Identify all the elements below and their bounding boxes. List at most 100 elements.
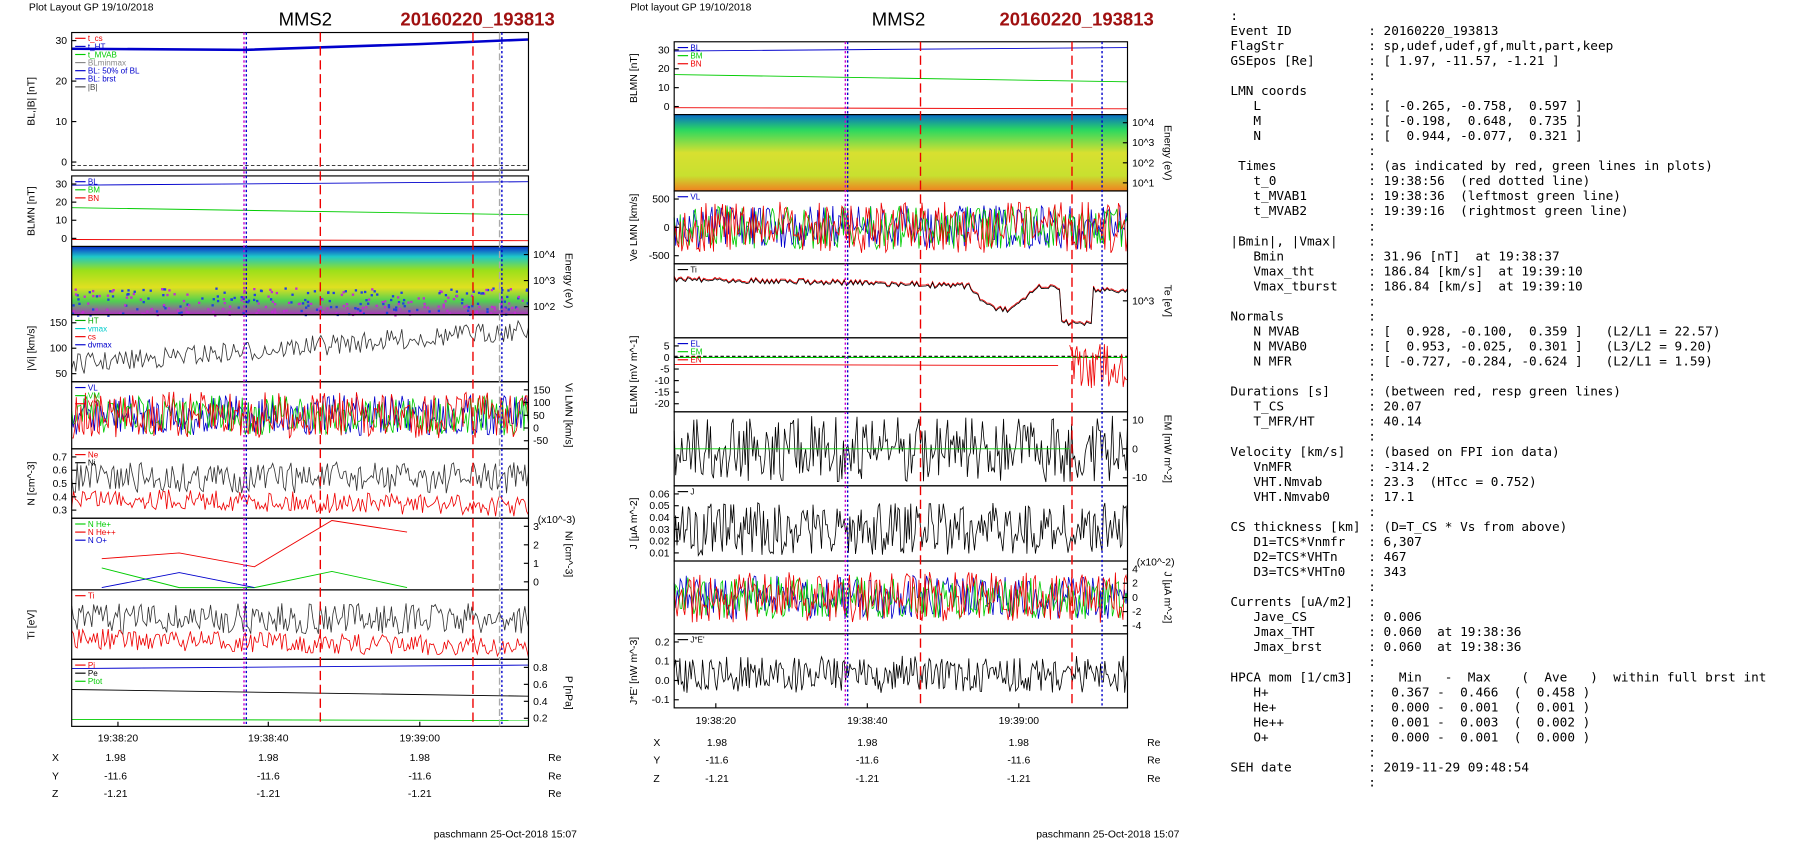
summary-line: H+ : 0.367 - 0.466 ( 0.458 ) — [1230, 684, 1590, 699]
spectrogram-speck — [223, 291, 226, 294]
spectrogram-speck — [500, 298, 504, 301]
summary-line: N MVAB : [ 0.928, -0.100, 0.359 ] (L2/L1… — [1230, 324, 1720, 339]
spectrogram-speck — [481, 292, 485, 295]
summary-line: D2=TCS*VHTn : 467 — [1230, 549, 1406, 564]
trace — [1069, 344, 1128, 389]
spectrogram-speck — [397, 300, 401, 304]
spectrogram-speck — [216, 295, 219, 298]
trace — [71, 628, 529, 658]
panel-frame — [673, 337, 1129, 413]
spectrogram-speck — [319, 306, 322, 309]
ephemeris-value: -1.21 — [855, 774, 879, 785]
plot-header: Plot layout GP 19/10/2018 — [630, 3, 751, 14]
spectrogram-speck — [162, 303, 166, 307]
spectrogram-speck — [87, 302, 90, 305]
spectrogram-speck — [185, 310, 188, 314]
spectrogram-speck — [88, 291, 91, 294]
spectrogram-speck — [313, 290, 317, 293]
y-tick-label: 150 — [50, 318, 68, 329]
summary-line: : — [1230, 744, 1376, 759]
panel-frame — [71, 517, 530, 591]
summary-line: N MVAB0 : [ 0.953, -0.025, 0.301 ] (L3/L… — [1230, 339, 1712, 354]
trace — [71, 718, 529, 722]
summary-line: Velocity [km/s] : (based on FPI ion data… — [1230, 444, 1559, 459]
y-tick-label: 10^4 — [533, 250, 555, 261]
spectrogram-speck — [486, 288, 490, 292]
y-tick-label: 0 — [664, 223, 670, 234]
spectrogram-speck — [446, 309, 449, 312]
spectrogram-speck — [387, 304, 391, 307]
summary-line: : — [1230, 8, 1238, 23]
spectrogram-speck — [394, 314, 397, 317]
spectrogram-speck — [475, 310, 479, 313]
y-tick-label: -4 — [1132, 621, 1141, 632]
spectrogram-speck — [186, 303, 189, 306]
summary-line: D1=TCS*Vnmfr : 6,307 — [1230, 534, 1421, 549]
y-tick-label: 0.01 — [649, 548, 669, 559]
spectrogram-speck — [247, 299, 251, 302]
spectrogram-speck — [455, 290, 459, 293]
spectrogram-speck — [385, 311, 389, 315]
ephemeris-value: -11.6 — [706, 755, 729, 766]
y-tick-label: 100 — [533, 398, 551, 409]
y-tick-label: 10^4 — [1132, 118, 1154, 129]
summary-line: Durations [s] : (between red, resp green… — [1230, 384, 1621, 399]
spectrogram-speck — [516, 307, 519, 310]
panel-frame — [673, 190, 1129, 265]
y-tick-label: -10 — [1132, 473, 1147, 484]
spectrogram-speck — [216, 299, 220, 303]
spectrogram-speck — [360, 311, 363, 314]
spectrogram-speck — [356, 311, 359, 315]
summary-line: : — [1230, 293, 1376, 308]
ephemeris-label: X — [653, 738, 660, 749]
spectrogram-speck — [317, 307, 320, 311]
spectrogram-speck — [89, 314, 92, 317]
y-tick-label: 0.1 — [655, 657, 670, 668]
ephemeris-value: -1.21 — [408, 789, 432, 800]
spectrogram-speck — [237, 306, 240, 309]
spectrogram-speck — [371, 288, 374, 291]
spectrogram-speck — [489, 312, 493, 315]
spectrogram-speck — [507, 308, 510, 311]
spectrogram-speck — [327, 291, 330, 295]
spectrogram-speck — [95, 295, 99, 298]
spectrogram-speck — [253, 293, 256, 297]
y-axis-label: EM [mW m^-2] — [1162, 415, 1173, 483]
summary-line: Jmax_brst : 0.060 at 19:38:36 — [1230, 639, 1521, 654]
spectrogram-speck — [95, 308, 98, 311]
spectrogram-speck — [187, 311, 190, 314]
spectrogram-speck — [91, 289, 95, 293]
spectrogram-speck — [212, 310, 215, 314]
y-tick-label: -20 — [655, 399, 670, 410]
spectrogram-speck — [315, 308, 319, 311]
footer: paschmann 25-Oct-2018 15:07 — [434, 829, 577, 840]
trace — [71, 602, 529, 636]
spectrogram-speck — [107, 314, 110, 317]
y-axis-label: Ni [cm^-3] — [562, 531, 573, 578]
y-tick-label: 0.03 — [649, 525, 669, 536]
trace — [674, 107, 1128, 110]
spectrogram-speck — [264, 305, 268, 309]
spectrogram-speck — [284, 287, 287, 290]
spectrogram-speck — [478, 305, 481, 308]
spectrogram-speck — [143, 312, 146, 316]
spectrogram-speck — [287, 301, 291, 305]
spectrogram-speck — [273, 303, 277, 306]
y-axis-label: Energy (eV) — [562, 253, 573, 308]
legend-label: VN — [88, 400, 99, 409]
spectrogram-speck — [133, 290, 136, 293]
spectrogram-speck — [513, 311, 517, 314]
trace — [673, 205, 1128, 251]
spectrogram-speck — [444, 294, 448, 297]
spectrogram-speck — [402, 298, 406, 302]
trace — [673, 655, 1128, 693]
spectrogram-speck — [422, 297, 425, 300]
panel-frame — [71, 658, 530, 727]
spectrogram-speck — [121, 289, 124, 293]
summary-line: : — [1230, 143, 1376, 158]
legend-label: BLminmax — [88, 58, 126, 67]
y-axis-label: BLMN [nT] — [27, 186, 38, 236]
spectrogram-speck — [335, 305, 338, 309]
spectrogram-speck — [253, 287, 256, 291]
trace — [71, 489, 529, 517]
